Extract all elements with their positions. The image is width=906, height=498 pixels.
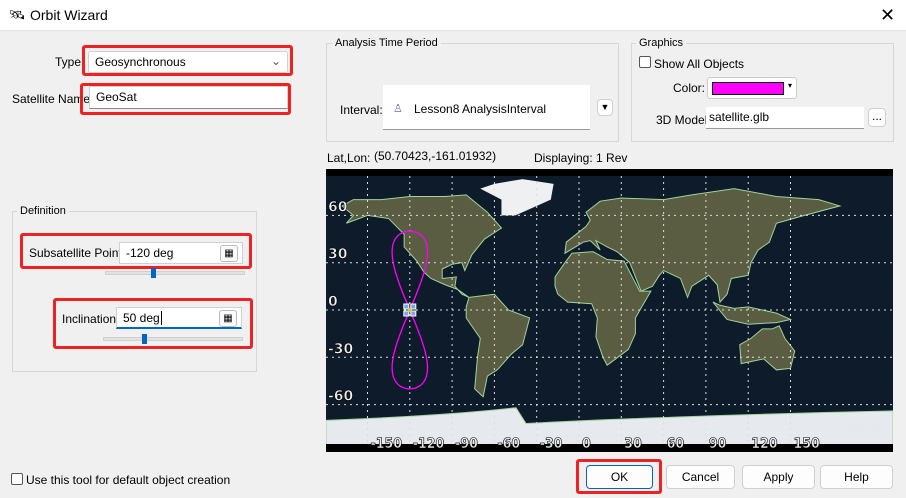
satellite-marker-icon [403, 303, 417, 317]
lat-tick-label: -60 [328, 389, 354, 405]
inclination-input[interactable]: 50 deg ▦ [116, 307, 242, 329]
type-value: Geosynchronous [95, 55, 186, 69]
subsat-label: Subsatellite Point: [29, 246, 126, 260]
lon-tick-label: -150 [371, 436, 403, 452]
subsat-value: -120 deg [126, 246, 174, 260]
lat-tick-label: 60 [328, 199, 348, 215]
interval-label: Interval: [340, 103, 383, 117]
inclination-value: 50 deg [123, 311, 160, 325]
satellite-name-input[interactable]: GeoSat [89, 86, 288, 109]
lon-tick-label: -120 [413, 436, 445, 452]
browse-model-button[interactable]: ... [868, 108, 886, 127]
map-top-band [326, 169, 893, 176]
model-input[interactable]: satellite.glb [706, 107, 864, 129]
australia [739, 325, 796, 371]
show-all-checkbox[interactable] [639, 56, 651, 68]
subsat-input[interactable]: -120 deg ▦ [119, 242, 243, 264]
graphics-group [631, 43, 894, 142]
color-label: Color: [673, 81, 706, 95]
ground-track-map[interactable]: -150 -120 -90 -60 -30 0 30 60 90 120 150 60 30 0 -30 -6… [326, 169, 893, 452]
window-title: Orbit Wizard [30, 7, 108, 23]
calculator-icon[interactable]: ▦ [220, 245, 238, 262]
lon-tick-label: -30 [540, 436, 563, 452]
color-picker[interactable]: ▾ [707, 77, 797, 99]
lat-tick-label: -30 [328, 341, 354, 357]
latlon-value: (50.70423,-161.01932) [374, 149, 497, 163]
lon-tick-label: 120 [751, 436, 778, 452]
greenland [480, 179, 554, 216]
title-bar: 🛰 Orbit Wizard ✕ [0, 0, 906, 31]
subsat-slider[interactable] [105, 271, 245, 275]
north-america [341, 194, 503, 298]
definition-group [12, 211, 257, 372]
interval-selector[interactable]: ♙ Lesson8 AnalysisInterval [383, 85, 590, 130]
indonesia [712, 301, 793, 325]
lon-tick-label: -60 [497, 436, 520, 452]
antarctica [326, 407, 893, 452]
lon-tick-label: 90 [709, 436, 727, 452]
chevron-down-icon: ⌄ [270, 54, 281, 68]
bing-watermark: bing [846, 417, 881, 436]
analysis-title: Analysis Time Period [332, 37, 441, 49]
highlight-inclination [53, 298, 253, 349]
lon-tick-label: 0 [582, 436, 591, 452]
highlight-type [82, 45, 293, 76]
highlight-ok [576, 459, 662, 494]
highlight-subsat [20, 233, 252, 269]
cancel-button[interactable]: Cancel [666, 465, 735, 489]
subsat-slider-thumb[interactable] [150, 268, 156, 278]
lat-tick-label: 30 [328, 247, 348, 263]
definition-title: Definition [17, 205, 69, 217]
calculator-icon[interactable]: ▦ [219, 310, 237, 327]
interval-dropdown-button[interactable]: ▼ [597, 99, 613, 116]
type-label: Type: [55, 55, 85, 69]
interval-icon: ♙ [393, 103, 403, 115]
lon-tick-label: 30 [624, 436, 642, 452]
color-swatch [712, 82, 784, 95]
inclination-slider[interactable] [103, 337, 243, 341]
analysis-group [326, 43, 619, 142]
lon-tick-label: 60 [667, 436, 685, 452]
inclination-label: Inclination: [62, 312, 120, 326]
default-creation-checkbox[interactable] [11, 473, 23, 485]
show-all-label: Show All Objects [654, 57, 745, 71]
satellite-icon: 🛰 [9, 7, 26, 22]
model-label: 3D Model: [656, 113, 711, 127]
africa [554, 251, 652, 366]
lon-tick-label: -90 [455, 436, 478, 452]
graphics-title: Graphics [636, 37, 687, 49]
apply-button[interactable]: Apply [742, 465, 815, 489]
eurasia [564, 188, 842, 304]
lat-tick-label: 0 [328, 294, 338, 310]
interval-value: Lesson8 AnalysisInterval [414, 102, 547, 116]
south-america [465, 293, 531, 398]
default-creation-label: Use this tool for default object creatio… [26, 473, 231, 487]
latlon-label: Lat,Lon: [327, 151, 371, 165]
inclination-slider-thumb[interactable] [141, 334, 147, 344]
displaying-text: Displaying: 1 Rev [534, 151, 628, 165]
type-dropdown[interactable]: Geosynchronous ⌄ [88, 51, 288, 73]
dropdown-arrow-icon: ▾ [788, 81, 793, 90]
close-icon[interactable]: ✕ [880, 5, 896, 25]
satellite-name-label: Satellite Name [12, 92, 91, 106]
highlight-name [80, 83, 291, 115]
lon-tick-label: 150 [794, 436, 821, 452]
help-button[interactable]: Help [820, 465, 893, 489]
map-bottom-band [326, 444, 893, 452]
ok-button[interactable]: OK [586, 465, 653, 489]
